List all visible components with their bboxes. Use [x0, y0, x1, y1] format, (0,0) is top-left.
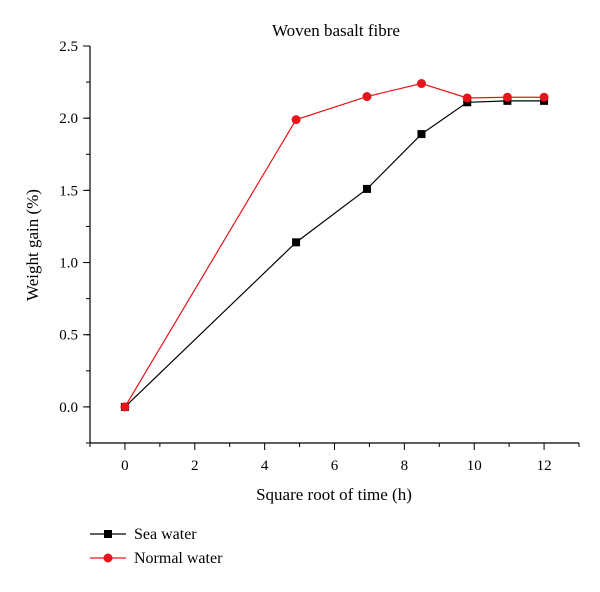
- y-tick-label: 0.0: [59, 400, 78, 416]
- data-point-normal-water: [502, 92, 512, 102]
- y-tick-label: 2.5: [59, 39, 78, 55]
- y-tick-label: 1.0: [59, 256, 78, 272]
- legend-marker-normal-water: [103, 553, 113, 563]
- data-point-normal-water: [416, 79, 426, 89]
- data-point-normal-water: [120, 402, 130, 412]
- legend: Sea water Normal water: [90, 526, 223, 567]
- legend-label-sea-water: Sea water: [134, 526, 197, 543]
- x-tick-label: 10: [467, 458, 482, 474]
- data-point-sea-water: [417, 130, 426, 139]
- x-tick-label: 2: [191, 458, 199, 474]
- axes: [89, 46, 579, 444]
- series-line-normal-water: [124, 82, 545, 408]
- data-point-sea-water: [292, 238, 301, 247]
- x-tick-label: 6: [331, 458, 339, 474]
- legend-item-sea-water: Sea water: [90, 526, 197, 543]
- x-tick-label: 4: [261, 458, 269, 474]
- x-tick-label: 0: [121, 458, 129, 474]
- data-point-sea-water: [362, 184, 371, 193]
- legend-label-normal-water: Normal water: [134, 550, 223, 567]
- x-axis-label: Square root of time (h): [256, 485, 412, 504]
- y-tick-label: 0.5: [59, 328, 78, 344]
- ticks: [83, 45, 580, 450]
- y-axis-label: Weight gain (%): [23, 189, 42, 301]
- y-tick-label: 2.0: [59, 111, 78, 127]
- series-sea-water: [120, 96, 549, 411]
- series-line-sea-water: [124, 100, 545, 408]
- legend-item-normal-water: Normal water: [90, 550, 223, 567]
- series-normal-water: [120, 79, 549, 412]
- chart-title: Woven basalt fibre: [272, 21, 400, 40]
- tick-labels: 0 2 4 6 8 10 12 0.0 0.5 1.0 1.5 2.0 2.5: [59, 39, 551, 474]
- data-point-normal-water: [362, 92, 372, 102]
- x-tick-label: 8: [401, 458, 409, 474]
- legend-marker-sea-water: [104, 530, 112, 538]
- data-point-normal-water: [539, 92, 549, 102]
- series-layer: [120, 79, 549, 412]
- data-point-normal-water: [291, 115, 301, 125]
- data-point-normal-water: [462, 93, 472, 103]
- x-tick-label: 12: [537, 458, 552, 474]
- y-tick-label: 1.5: [59, 183, 78, 199]
